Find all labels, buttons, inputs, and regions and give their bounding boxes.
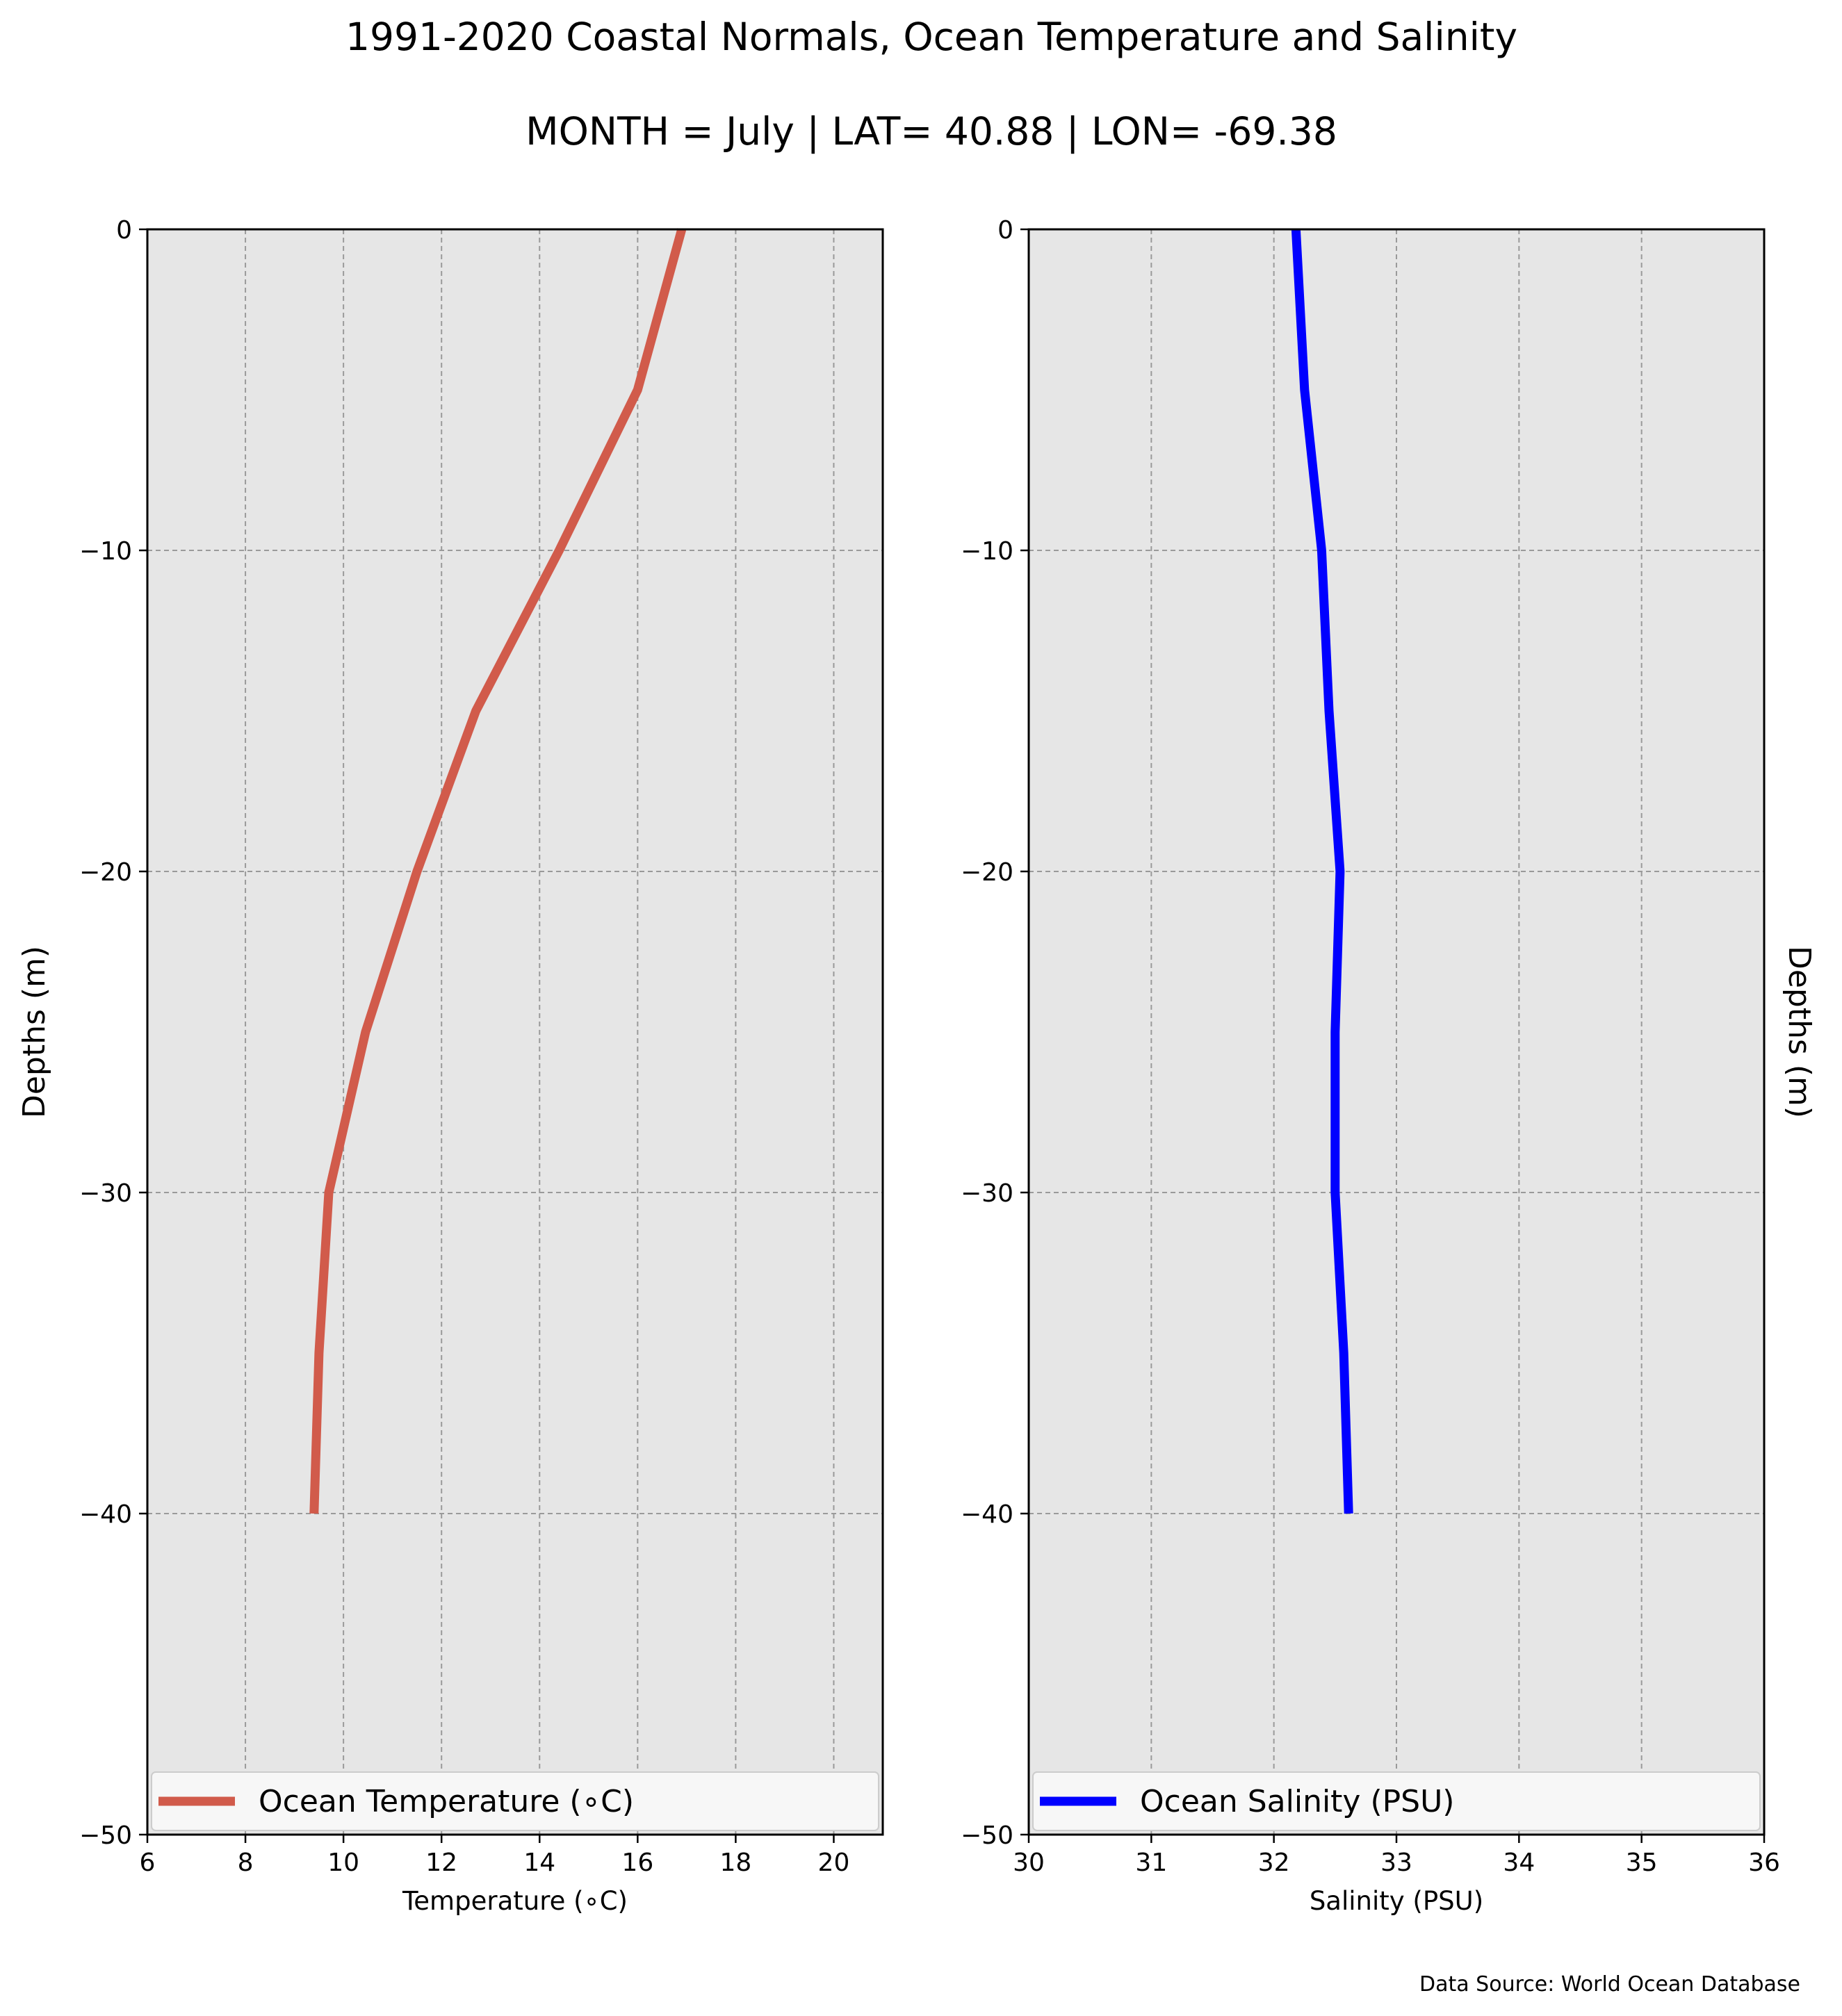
temperature-legend: Ocean Temperature (∘C) xyxy=(151,1771,879,1831)
salinity-x-tick-label: 34 xyxy=(1503,1849,1535,1877)
salinity-panel: 30 31 32 33 34 35 36 0 −10 −20 −30 −40 −50 Salinity (… xyxy=(961,216,1780,1916)
salinity-legend-box xyxy=(1032,1771,1761,1831)
temperature-y-tick-label: −20 xyxy=(79,858,132,887)
temperature-x-tick-label: 8 xyxy=(238,1849,254,1877)
salinity-y-tick-label: 0 xyxy=(997,216,1013,245)
temperature-y-axis-label: Depths (m) xyxy=(17,946,52,1118)
temperature-x-tick-label: 18 xyxy=(719,1849,751,1877)
salinity-y-tick-label: −20 xyxy=(961,858,1013,887)
salinity-x-tick-label: 36 xyxy=(1748,1849,1780,1877)
temperature-y-tick-label: −50 xyxy=(79,1821,132,1850)
salinity-x-axis-label: Salinity (PSU) xyxy=(1310,1886,1483,1916)
temperature-x-tick-label: 14 xyxy=(523,1849,555,1877)
salinity-x-tick-label: 33 xyxy=(1380,1849,1412,1877)
temperature-plot-area xyxy=(147,229,883,1835)
salinity-x-tick-label: 32 xyxy=(1258,1849,1290,1877)
chart-subtitle: MONTH = July | LAT= 40.88 | LON= -69.38 xyxy=(525,109,1337,154)
temperature-panel: 6 8 10 12 14 16 18 20 0 −10 −20 −30 −40 −50 Temperatur… xyxy=(79,216,884,1916)
temperature-axes-frame xyxy=(146,228,884,1836)
salinity-legend: Ocean Salinity (PSU) xyxy=(1032,1771,1761,1831)
salinity-y-axis-label: Depths (m) xyxy=(1782,946,1817,1118)
temperature-y-tick-label: 0 xyxy=(116,216,132,245)
salinity-y-tick-label: −30 xyxy=(961,1179,1013,1208)
temperature-y-tick-label: −10 xyxy=(79,537,132,566)
salinity-y-tick-label: −40 xyxy=(961,1500,1013,1529)
salinity-y-tick-label: −10 xyxy=(961,537,1013,566)
temperature-y-tick-label: −40 xyxy=(79,1500,132,1529)
temperature-x-tick-label: 6 xyxy=(140,1849,156,1877)
temperature-legend-box xyxy=(151,1771,879,1831)
temperature-x-tick-label: 20 xyxy=(818,1849,850,1877)
salinity-x-tick-label: 30 xyxy=(1013,1849,1045,1877)
salinity-legend-label: Ocean Salinity (PSU) xyxy=(1140,1784,1454,1819)
chart-title: 1991-2020 Coastal Normals, Ocean Tempera… xyxy=(345,15,1517,59)
temperature-x-tick-label: 10 xyxy=(327,1849,359,1877)
salinity-y-tick-label: −50 xyxy=(961,1821,1013,1850)
salinity-x-tick-label: 31 xyxy=(1135,1849,1167,1877)
temperature-x-axis-label: Temperature (∘C) xyxy=(402,1886,628,1916)
salinity-series-line xyxy=(1291,229,1353,1514)
temperature-x-tick-label: 16 xyxy=(621,1849,653,1877)
salinity-x-tick-label: 35 xyxy=(1626,1849,1658,1877)
temperature-x-tick-label: 12 xyxy=(425,1849,457,1877)
temperature-series-line xyxy=(309,228,687,1514)
temperature-y-tick-label: −30 xyxy=(79,1179,132,1208)
temperature-legend-label: Ocean Temperature (∘C) xyxy=(259,1784,634,1819)
data-source-note: Data Source: World Ocean Database xyxy=(1419,1972,1800,1997)
